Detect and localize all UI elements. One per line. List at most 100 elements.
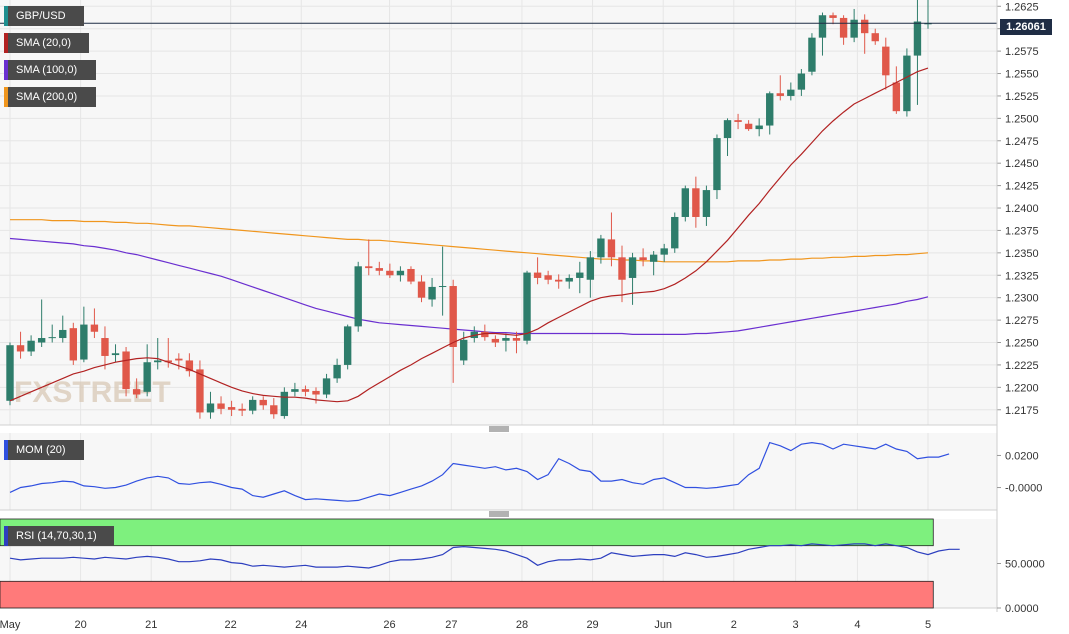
candle-body (628, 257, 637, 278)
candle-body (523, 272, 531, 341)
candle-body (818, 15, 827, 38)
candle-body (386, 270, 394, 276)
candle-body (90, 324, 99, 332)
y-tick-label: 1.2400 (1005, 203, 1039, 215)
candle-body (766, 93, 774, 126)
y-tick-label: 1.2375 (1005, 225, 1039, 237)
candle-body (196, 369, 204, 413)
mom-rsi-resize-handle[interactable] (489, 511, 509, 517)
mom-y-tick-label: 0.0200 (1005, 450, 1039, 462)
candle-body (618, 257, 626, 280)
y-tick-label: 1.2425 (1005, 181, 1039, 193)
candle-body (6, 345, 14, 401)
price-pane-bg (0, 0, 997, 425)
y-tick-label: 1.2225 (1005, 360, 1039, 372)
candle-body (681, 188, 690, 217)
symbol-swatch (4, 6, 8, 26)
rsi-line (9, 543, 960, 569)
legend-sma20[interactable]: SMA (20,0) (4, 33, 89, 53)
x-tick-label: 21 (145, 619, 157, 631)
candle-body (428, 286, 436, 300)
y-tick-label: 1.2350 (1005, 248, 1039, 260)
mom-y-tick-label: -0.0000 (1005, 483, 1042, 495)
candle-body (333, 364, 341, 379)
x-tick-label: 24 (295, 619, 307, 631)
candle-body (808, 37, 816, 72)
symbol-label: GBP/USD (16, 10, 66, 22)
sma20-line (9, 67, 929, 403)
y-tick-label: 1.2500 (1005, 113, 1039, 125)
candle-body (660, 248, 668, 255)
candle-body (48, 337, 56, 339)
legend-rsi[interactable]: RSI (14,70,30,1) (4, 526, 114, 546)
candle-body (871, 33, 879, 42)
candle-body (597, 238, 605, 258)
candle-body (723, 120, 732, 139)
candle-body (354, 266, 362, 327)
x-tick-label: 29 (586, 619, 598, 631)
sma20-label: SMA (20,0) (16, 37, 72, 49)
candle-body (554, 279, 563, 282)
current-price-tag: 1.26061 (1000, 19, 1052, 35)
candle-body (101, 338, 109, 356)
sma100-line (9, 237, 929, 335)
y-tick-label: 1.2525 (1005, 91, 1039, 103)
candle-body (607, 239, 616, 258)
candle-body (164, 360, 172, 363)
candle-body (238, 408, 246, 411)
candle-body (185, 360, 194, 372)
y-tick-label: 1.2275 (1005, 315, 1039, 327)
candle-body (544, 275, 552, 280)
candle-body (903, 55, 911, 112)
x-tick-label: 2 (731, 619, 737, 631)
candle-body (396, 270, 405, 276)
candle-body (175, 358, 183, 361)
candle-body (639, 257, 647, 261)
price-mom-resize-handle[interactable] (489, 426, 509, 432)
candle-body (343, 326, 352, 365)
candle-body (787, 89, 795, 96)
candle-body (280, 391, 289, 417)
x-tick-label: 22 (225, 619, 237, 631)
legend-sma100[interactable]: SMA (100,0) (4, 60, 96, 80)
candle-body (365, 266, 373, 269)
candle-body (111, 353, 120, 356)
candle-body (132, 389, 141, 395)
candle-body (481, 331, 489, 338)
candle-body (37, 338, 46, 343)
y-tick-label: 1.2250 (1005, 338, 1039, 350)
y-tick-label: 1.2625 (1005, 1, 1039, 13)
candle-body (449, 286, 457, 347)
rsi-oversold-zone (0, 580, 934, 609)
candle-body (860, 19, 869, 34)
candle-body (143, 362, 151, 392)
rsi-overbought-zone (0, 518, 934, 547)
x-tick-label: 3 (793, 619, 799, 631)
candle-body (734, 120, 742, 122)
x-tick-label: 27 (445, 619, 457, 631)
rsi-y-tick-label: 50.0000 (1005, 559, 1045, 571)
rsi-swatch (4, 526, 8, 546)
x-tick-label: May (0, 619, 21, 631)
candle-body (924, 23, 932, 25)
candle-body (460, 339, 468, 361)
legend-sma200[interactable]: SMA (200,0) (4, 87, 96, 107)
legend-symbol[interactable]: GBP/USD (4, 6, 84, 26)
sma100-swatch (4, 60, 8, 80)
sma200-swatch (4, 87, 8, 107)
candle-body (438, 286, 447, 288)
x-tick-label: 5 (925, 619, 931, 631)
y-tick-label: 1.2300 (1005, 293, 1039, 305)
x-tick-label: 4 (854, 619, 860, 631)
x-tick-label: 20 (74, 619, 86, 631)
candle-body (692, 188, 700, 217)
legend-mom[interactable]: MOM (20) (4, 440, 84, 460)
candle-body (649, 254, 658, 262)
candle-body (80, 324, 88, 360)
candle-body (576, 272, 584, 278)
y-tick-label: 1.2200 (1005, 382, 1039, 394)
y-tick-label: 1.2550 (1005, 69, 1039, 81)
candle-body (797, 73, 806, 90)
candle-body (375, 268, 384, 271)
